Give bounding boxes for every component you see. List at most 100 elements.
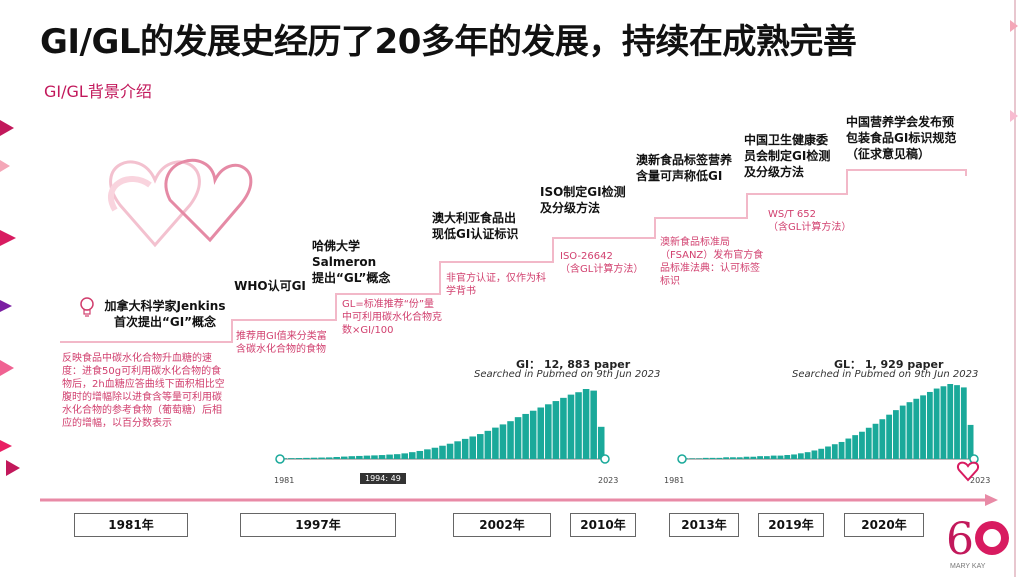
bar-2004 bbox=[454, 441, 461, 459]
bar-2017 bbox=[552, 401, 560, 459]
range-handle-start bbox=[275, 454, 285, 464]
bar-2022 bbox=[590, 390, 597, 459]
milestone-1981: 加拿大科学家Jenkins 首次提出“GI”概念 bbox=[104, 299, 226, 329]
bar-2018 bbox=[933, 388, 940, 459]
bar-1999 bbox=[804, 452, 811, 459]
bar-1998 bbox=[797, 453, 804, 459]
bar-2012 bbox=[514, 417, 522, 459]
bar-2000 bbox=[424, 449, 431, 459]
year-box-2020: 2020年 bbox=[844, 513, 924, 537]
bar-1994 bbox=[770, 455, 777, 459]
bar-1982 bbox=[288, 458, 295, 459]
note-gi-definition: 反映食品中碳水化合物升血糖的速度：进食50g可利用碳水化合物的食物后，2h血糖应… bbox=[62, 353, 225, 429]
bar-2002 bbox=[825, 446, 831, 459]
bar-1991 bbox=[750, 456, 757, 459]
bar-2023 bbox=[967, 424, 974, 459]
page-subtitle: GI/GL背景介绍 bbox=[44, 82, 152, 101]
bar-1999 bbox=[416, 450, 424, 459]
bar-1990 bbox=[348, 456, 356, 459]
bar-1992 bbox=[757, 456, 763, 459]
bar-1984 bbox=[702, 457, 709, 459]
bar-2017 bbox=[926, 391, 933, 459]
bar-2008 bbox=[865, 427, 872, 459]
left-decoration bbox=[0, 120, 20, 476]
year-box-2002: 2002年 bbox=[453, 513, 551, 537]
gl-axis-start: 1981 bbox=[664, 476, 685, 485]
bar-1991 bbox=[356, 455, 363, 459]
milestone-2002: 澳大利亚食品出 现低GI认证标识 bbox=[432, 211, 519, 241]
bar-2001 bbox=[818, 448, 825, 459]
bar-2022 bbox=[960, 387, 967, 459]
year-box-2010: 2010年 bbox=[570, 513, 636, 537]
note-who: 推荐用GI值来分类富含碳水化合物的食物 bbox=[236, 331, 327, 355]
bar-1996 bbox=[784, 455, 791, 459]
bar-2023 bbox=[597, 426, 605, 459]
bar-2005 bbox=[461, 438, 469, 459]
year-box-1981: 1981年 bbox=[74, 513, 188, 537]
bar-2015 bbox=[913, 398, 920, 459]
bar-1994 bbox=[378, 455, 386, 459]
bar-2021 bbox=[582, 389, 590, 459]
milestone-2010: ISO制定GI检测 及分级方法 bbox=[540, 185, 626, 215]
gi-chart-label: GI： 12, 883 paper bbox=[516, 358, 631, 371]
bar-2005 bbox=[845, 438, 852, 459]
milestone-1997: WHO认可GI bbox=[234, 279, 306, 293]
bar-2008 bbox=[484, 430, 492, 459]
bar-1990 bbox=[743, 456, 750, 459]
lightbulb-icon bbox=[80, 297, 94, 317]
bar-1986 bbox=[318, 457, 325, 459]
bar-1988 bbox=[333, 456, 340, 459]
bar-2007 bbox=[859, 431, 865, 459]
milestone-2020: 中国营养学会发布预 包装食品GI标识规范 （征求意见稿） bbox=[846, 115, 957, 161]
year-box-1997: 1997年 bbox=[240, 513, 396, 537]
bar-1983 bbox=[696, 458, 702, 459]
year-box-2013: 2013年 bbox=[669, 513, 739, 537]
bar-1993 bbox=[763, 456, 770, 459]
bar-1997 bbox=[791, 454, 797, 459]
note-iso: ISO-26642 （含GL计算方法） bbox=[560, 251, 644, 275]
bar-2019 bbox=[567, 394, 575, 459]
note-fsanz: 澳新食品标准局（FSANZ）发布官方食品标准法典：认可标签标识 bbox=[660, 237, 764, 287]
gi-tooltip: 1994: 49 bbox=[360, 473, 406, 484]
bar-1989 bbox=[340, 456, 348, 459]
note-unofficial: 非官方认证，仅作为科学背书 bbox=[446, 273, 546, 297]
bar-2006 bbox=[469, 436, 477, 459]
bar-2015 bbox=[537, 407, 545, 459]
range-handle-end bbox=[600, 454, 610, 464]
bar-2014 bbox=[906, 402, 913, 459]
bar-2012 bbox=[893, 410, 899, 459]
gi-axis-end: 2023 bbox=[598, 476, 619, 485]
note-wst: WS/T 652 （含GL计算方法） bbox=[768, 209, 852, 233]
bar-1987 bbox=[325, 457, 333, 459]
milestone-1998: 哈佛大学Salmeron 提出“GL”概念 bbox=[312, 239, 391, 285]
bar-1982 bbox=[689, 458, 696, 459]
bar-2003 bbox=[831, 444, 838, 459]
gl-axis-end: 2023 bbox=[970, 476, 991, 485]
bar-2002 bbox=[439, 445, 446, 459]
page-title: GI/GL的发展史经历了20多年的发展，持续在成熟完善 bbox=[40, 22, 857, 62]
gl-bar-chart bbox=[677, 384, 979, 464]
bar-1986 bbox=[716, 457, 723, 459]
bar-2016 bbox=[545, 404, 552, 459]
bar-1987 bbox=[723, 457, 730, 459]
bar-1995 bbox=[777, 455, 784, 459]
gl-chart-source: Searched in Pubmed on 9th Jun 2023 bbox=[792, 369, 979, 380]
bar-2019 bbox=[940, 386, 947, 459]
bar-2020 bbox=[575, 392, 582, 459]
gi-axis-start: 1981 bbox=[274, 476, 295, 485]
bar-2004 bbox=[838, 441, 845, 459]
milestone-2013: 澳新食品标签营养 含量可声称低GI bbox=[636, 153, 733, 183]
bar-1984 bbox=[303, 457, 310, 459]
year-box-2019: 2019年 bbox=[758, 513, 824, 537]
bar-2010 bbox=[879, 419, 886, 459]
bar-2000 bbox=[811, 450, 818, 459]
bar-2009 bbox=[492, 427, 499, 459]
svg-text:MARY KAY: MARY KAY bbox=[950, 563, 986, 570]
bar-2011 bbox=[886, 414, 893, 459]
brand-logo: 6 MARY KAY bbox=[946, 514, 1009, 570]
bar-2011 bbox=[507, 421, 514, 459]
bar-1995 bbox=[386, 454, 393, 459]
bar-1985 bbox=[709, 457, 716, 459]
note-gl-formula: GL=标准推荐“份”量中可利用碳水化合物克数×GI/100 bbox=[342, 299, 442, 336]
